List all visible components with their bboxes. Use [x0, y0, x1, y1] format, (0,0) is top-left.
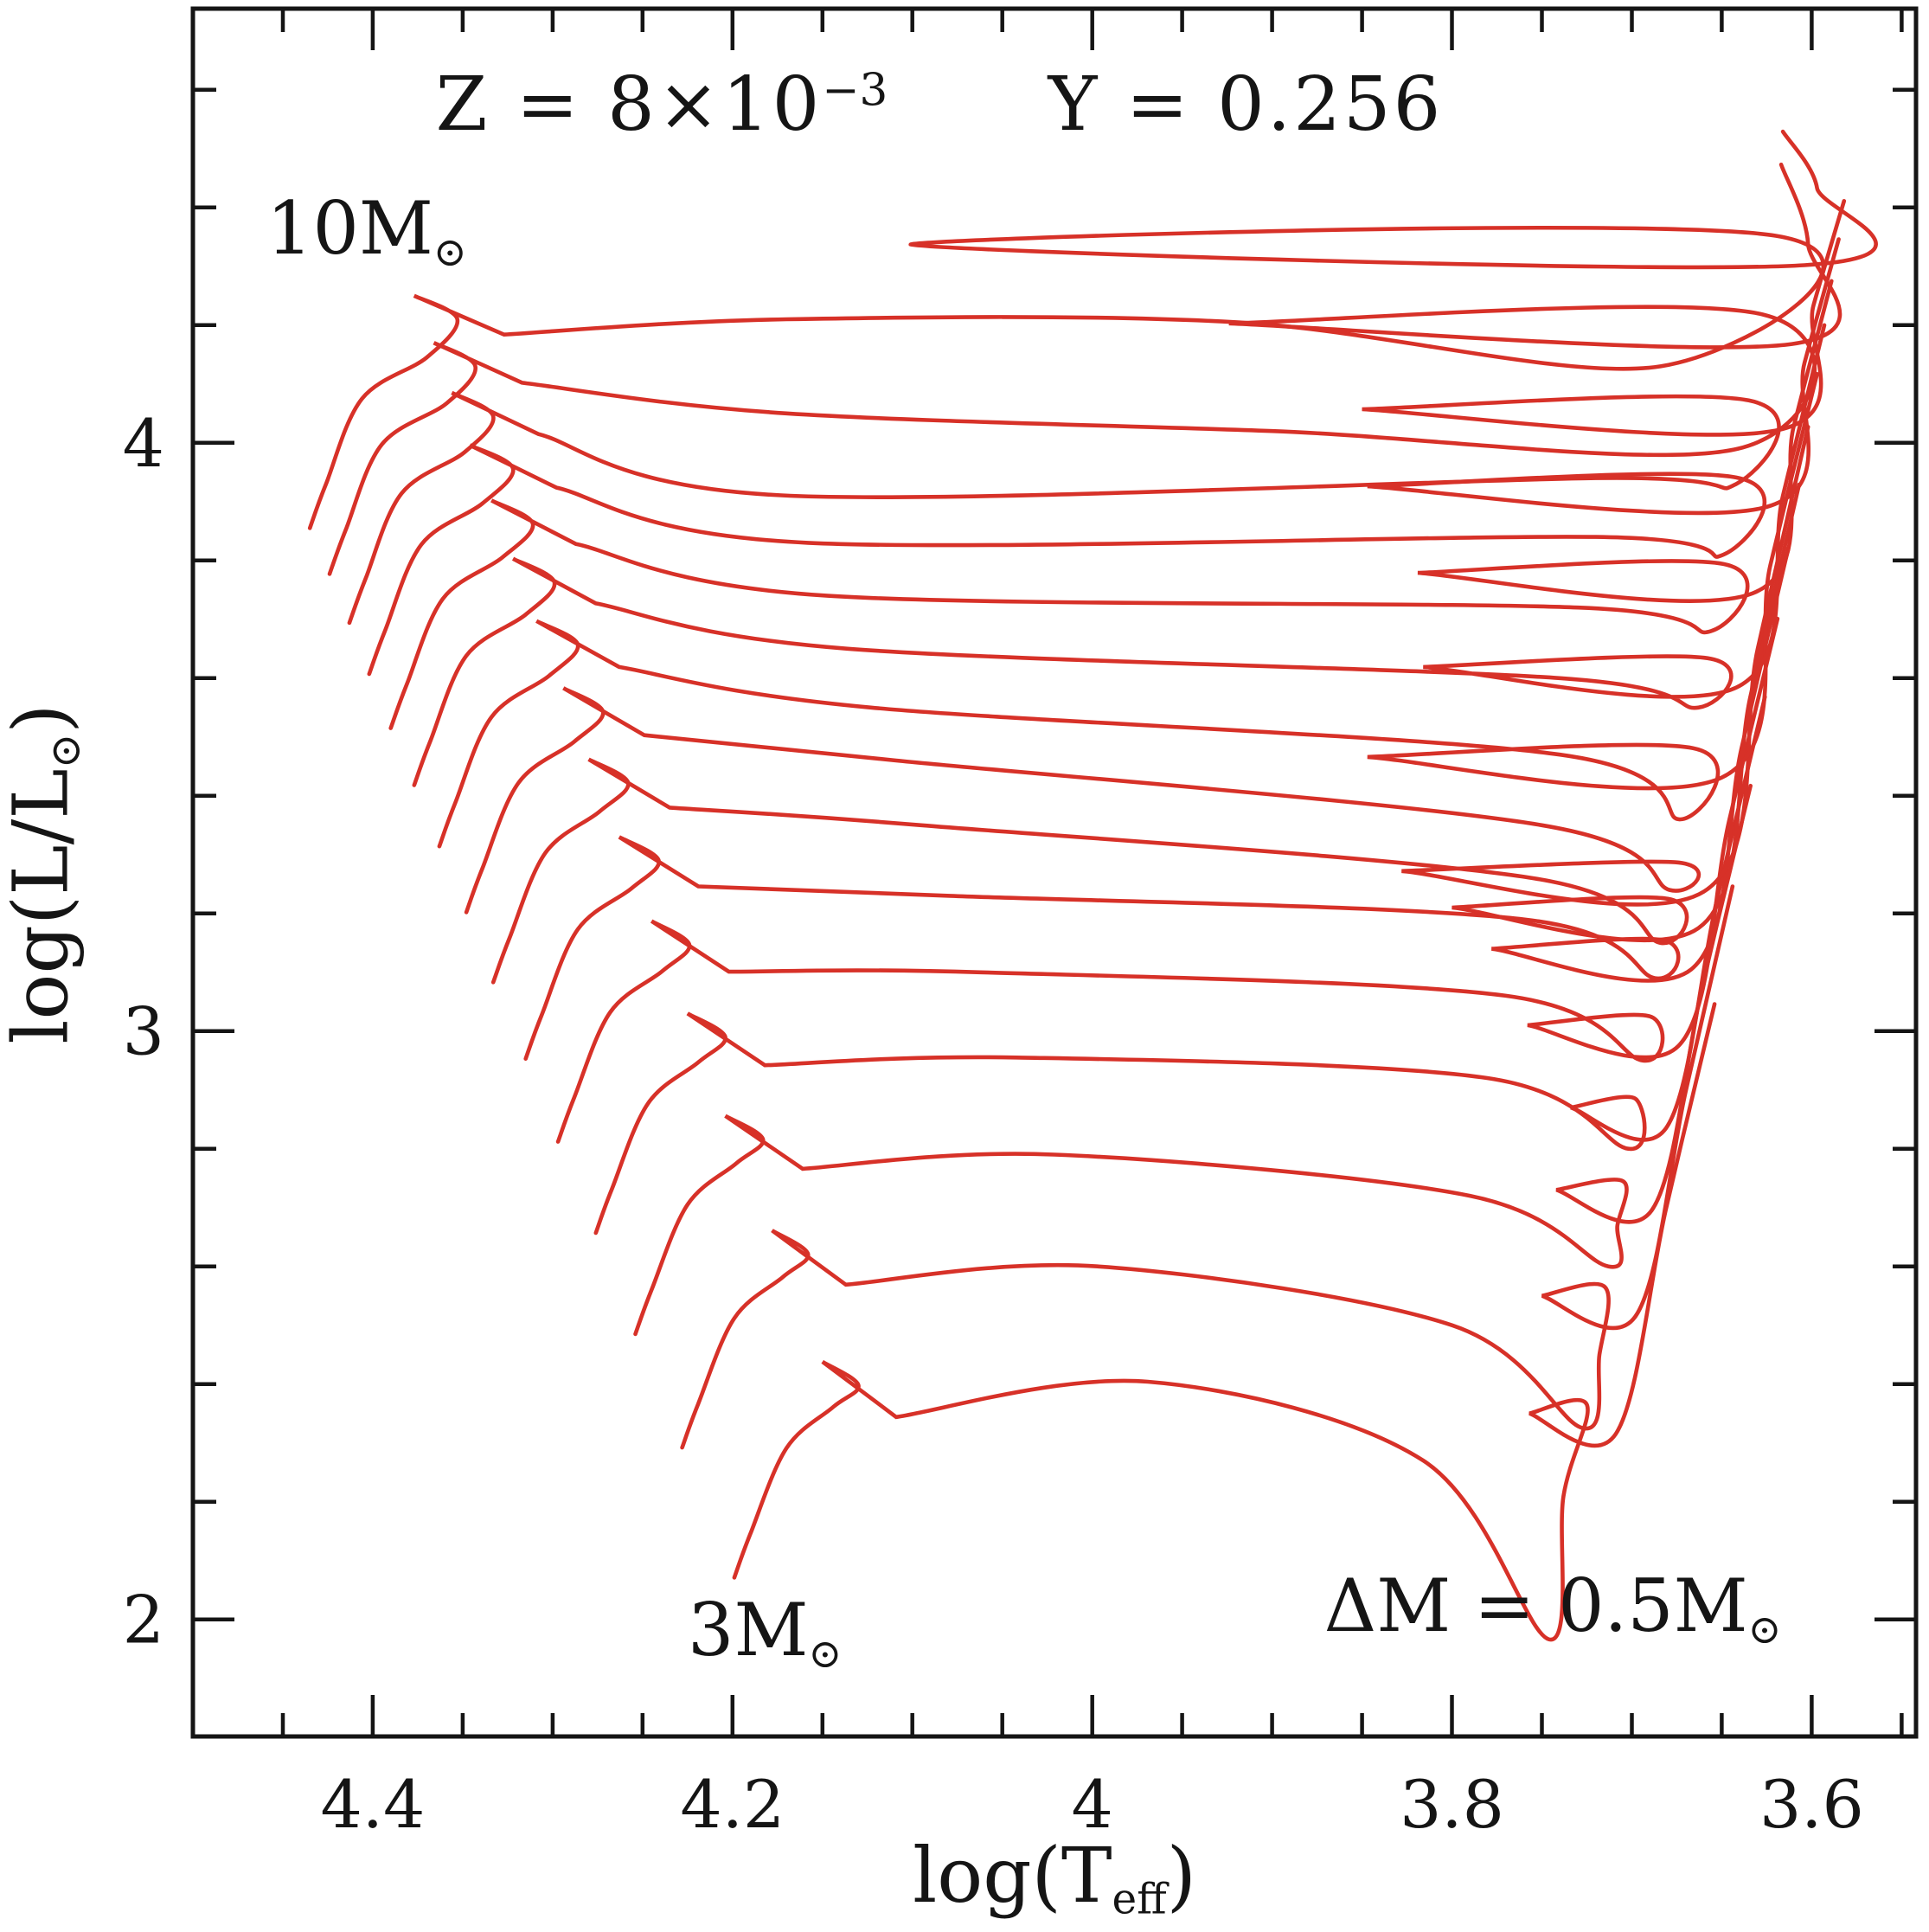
annotation-mass-step: ΔM = 0.5M⊙	[1324, 1569, 1782, 1649]
track-6msun	[490, 482, 1802, 985]
x-tick-label-4: 4	[1072, 1766, 1113, 1843]
x-tick-label-4.2: 4.2	[680, 1766, 785, 1843]
track-8msun	[388, 279, 1834, 730]
x-axis-title: log(Teff)	[913, 1838, 1196, 1921]
track-10msun	[307, 129, 1878, 530]
track-9msun	[347, 199, 1847, 626]
y-axis-title-close: )	[0, 703, 86, 734]
y-tick-label-2: 2	[123, 1582, 164, 1659]
annotation-mass-3: 3M⊙	[688, 1594, 842, 1673]
track-6.5msun	[464, 425, 1810, 915]
track-4msun	[633, 783, 1753, 1337]
x-axis-title-close: )	[1166, 1831, 1196, 1921]
helium-text: Y = 0.256	[1048, 61, 1444, 148]
annotation-metallicity: Z = 8×10−3	[436, 67, 888, 142]
tick-labels: 4.4 4.2 4 3.8 3.6 2 3 4	[123, 405, 1864, 1843]
sun-symbol: ⊙	[42, 733, 91, 769]
axis-ticks	[190, 9, 1916, 1736]
mass-step-text: ΔM = 0.5M	[1323, 1563, 1748, 1648]
x-tick-label-4.4: 4.4	[320, 1766, 425, 1843]
annotation-helium: Y = 0.256	[1048, 67, 1444, 142]
sun-symbol: ⊙	[808, 1629, 843, 1677]
track-7.5msun	[412, 323, 1827, 787]
sun-symbol: ⊙	[433, 228, 467, 275]
sun-symbol: ⊙	[1747, 1605, 1782, 1653]
y-axis-title-text: log(L/L	[0, 768, 86, 1044]
track-4.5msun	[593, 695, 1767, 1236]
y-axis-title: log(L/L⊙)	[0, 703, 91, 1044]
x-axis-title-text: log(T	[913, 1831, 1112, 1921]
evolutionary-tracks	[307, 129, 1878, 1642]
metallicity-text: Z = 8×10	[435, 61, 823, 148]
mass-10-text: 10M	[266, 186, 433, 271]
annotation-mass-10: 10M⊙	[266, 192, 467, 272]
plot-frame	[190, 6, 1919, 1739]
track-5.5msun	[523, 546, 1791, 1061]
y-tick-label-3: 3	[123, 993, 164, 1070]
y-tick-label-4: 4	[123, 405, 164, 482]
track-3.5msun	[680, 884, 1735, 1450]
mass-3-text: 3M	[688, 1588, 809, 1672]
x-tick-label-3.8: 3.8	[1400, 1766, 1504, 1843]
track-7msun	[437, 371, 1819, 849]
track-8.5msun	[367, 237, 1841, 677]
x-axis-title-sub: eff	[1112, 1875, 1167, 1924]
track-5msun	[555, 616, 1780, 1144]
metallicity-exponent: −3	[822, 64, 888, 117]
track-9.5msun	[327, 162, 1842, 576]
x-tick-label-3.6: 3.6	[1759, 1766, 1864, 1843]
track-3msun	[732, 1002, 1717, 1642]
